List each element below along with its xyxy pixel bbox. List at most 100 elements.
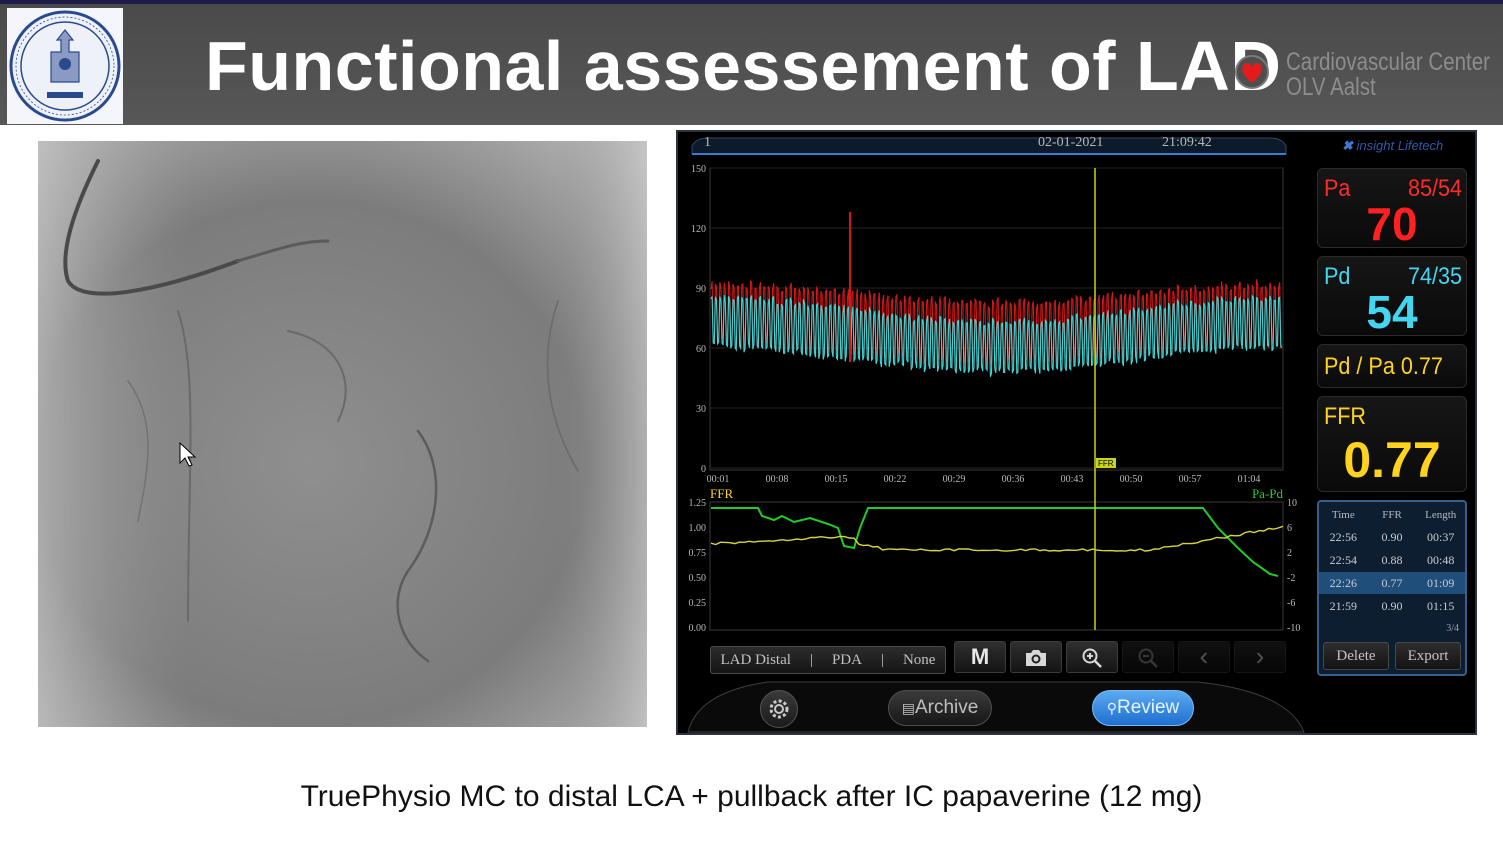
table-header-time: Time xyxy=(1331,509,1355,521)
archive-label: Archive xyxy=(914,697,979,718)
pd-panel: Pd 74/35 54 xyxy=(1317,256,1467,338)
zoom-in-icon xyxy=(1082,648,1102,668)
mouse-cursor-icon xyxy=(179,441,197,467)
table-row[interactable]: 21:59 0.90 01:15 xyxy=(1319,595,1465,617)
table-cell: 0.77 xyxy=(1381,576,1403,590)
archive-icon: ▤ xyxy=(901,700,915,716)
pa-pd-gradient-trace xyxy=(710,525,1284,552)
ffr-tick-label: 1.25 xyxy=(689,498,707,509)
pressure-tick-label: 120 xyxy=(691,224,706,235)
table-cell: 00:48 xyxy=(1427,553,1455,567)
pd-mean: 54 xyxy=(1366,286,1418,338)
settings-button[interactable] xyxy=(760,690,798,728)
table-cell: 01:09 xyxy=(1427,576,1455,590)
time-tick-label: 00:50 xyxy=(1120,474,1143,485)
ffr-tick-label: 1.00 xyxy=(689,523,707,534)
ffr-marker xyxy=(1096,458,1116,468)
ffr-trace xyxy=(711,507,1279,577)
gear-icon xyxy=(769,699,789,719)
university-seal-icon xyxy=(7,8,123,124)
time-tick-label: 01:04 xyxy=(1238,474,1261,485)
review-button[interactable]: ⚲Review xyxy=(1092,690,1194,726)
ffr-axis-label: FFR xyxy=(710,486,733,501)
pd-range: 74/35 xyxy=(1407,263,1462,290)
channel-number: 1 xyxy=(704,135,711,150)
center-name-line1: Cardiovascular Center xyxy=(1286,48,1490,76)
pa-mean: 70 xyxy=(1366,198,1418,250)
location-separator: | xyxy=(809,652,813,668)
pressure-tick-label: 60 xyxy=(696,344,706,355)
pressure-tick-label: 90 xyxy=(696,284,706,295)
ffr-tick-label: 0.25 xyxy=(689,598,707,609)
pdpa-panel: Pd / Pa 0.77 xyxy=(1317,344,1467,388)
table-row[interactable]: 22:54 0.88 00:48 xyxy=(1319,549,1465,571)
zoom-in-button[interactable] xyxy=(1066,641,1118,673)
ffr-tick-label: 0.00 xyxy=(689,623,707,634)
next-button[interactable]: › xyxy=(1234,641,1286,673)
ffr-panel: FFR 0.77 xyxy=(1317,396,1467,492)
pd-pressure-trace xyxy=(710,294,1283,377)
location-lad-distal[interactable]: LAD Distal xyxy=(720,652,791,668)
center-name: Cardiovascular Center OLV Aalst xyxy=(1286,50,1490,100)
zoom-out-button[interactable] xyxy=(1122,641,1174,673)
archive-button[interactable]: ▤Archive xyxy=(888,690,992,726)
slide-caption: TruePhysio MC to distal LCA + pullback a… xyxy=(300,780,1203,813)
camera-icon xyxy=(1026,650,1046,666)
table-cell: 0.88 xyxy=(1381,553,1403,567)
ffr-marker-label: FFR xyxy=(1098,459,1114,468)
review-label: Review xyxy=(1116,697,1180,718)
brand-mark-icon: ✖ xyxy=(1342,138,1353,153)
ffr-label: FFR xyxy=(1324,403,1366,430)
table-page-indicator: 3/4 xyxy=(1446,623,1459,634)
brand-name: insight Lifetech xyxy=(1356,138,1444,153)
table-cell: 01:15 xyxy=(1427,599,1455,613)
papd-tick-label: 2 xyxy=(1287,548,1292,559)
time-tick-label: 00:15 xyxy=(825,474,848,485)
papd-tick-label: 6 xyxy=(1287,523,1292,534)
table-cell: 22:26 xyxy=(1329,576,1357,590)
pdpa-ratio: Pd / Pa 0.77 xyxy=(1324,353,1443,380)
previous-button[interactable]: ‹ xyxy=(1178,641,1230,673)
slide-header: Functional assessement of LAD Cardiovasc… xyxy=(0,0,1503,125)
time-tick-label: 00:08 xyxy=(766,474,789,485)
camera-button[interactable] xyxy=(1010,641,1062,673)
papd-tick-label: -2 xyxy=(1287,573,1295,584)
ffr-value: 0.77 xyxy=(1343,432,1441,488)
export-button[interactable]: Export xyxy=(1395,642,1461,670)
table-cell: 22:56 xyxy=(1329,530,1357,544)
brand-logo: ✖ insight Lifetech xyxy=(1342,138,1443,154)
pressure-tick-label: 30 xyxy=(696,404,706,415)
papd-axis-label: Pa-Pd xyxy=(1252,486,1284,501)
table-cell: 00:37 xyxy=(1427,530,1455,544)
time-tick-label: 00:36 xyxy=(1002,474,1025,485)
ffr-monitor: 150 120 90 60 30 0 00:01 00:08 00:15 00:22 00:29 0… xyxy=(676,130,1477,735)
angiography-image xyxy=(38,141,647,727)
time-tick-label: 00:57 xyxy=(1179,474,1202,485)
location-selector[interactable]: LAD Distal | PDA | None xyxy=(710,646,946,674)
location-separator: | xyxy=(880,652,884,668)
slide-title: Functional assessement of LAD xyxy=(205,27,1282,105)
location-none[interactable]: None xyxy=(902,652,936,668)
table-cell: 0.90 xyxy=(1381,530,1403,544)
date-readout: 02-01-2021 xyxy=(1038,135,1104,150)
location-pda[interactable]: PDA xyxy=(831,652,862,668)
papd-tick-label: -10 xyxy=(1287,623,1300,634)
papd-tick-label: 10 xyxy=(1287,498,1297,509)
papd-tick-label: -6 xyxy=(1287,598,1295,609)
table-header: Time FFR Length xyxy=(1319,504,1465,526)
ffr-tick-label: 0.50 xyxy=(689,573,707,584)
table-header-ffr: FFR xyxy=(1382,509,1402,521)
pressure-tick-label: 0 xyxy=(701,464,706,475)
table-row[interactable]: 22:56 0.90 00:37 xyxy=(1319,526,1465,548)
zoom-out-icon xyxy=(1138,648,1158,668)
table-row-selected[interactable]: 22:26 0.77 01:09 xyxy=(1319,572,1465,594)
pressure-tick-label: 150 xyxy=(691,164,706,175)
heart-logo-icon xyxy=(1235,55,1269,89)
time-tick-label: 00:01 xyxy=(707,474,730,485)
table-cell: 0.90 xyxy=(1381,599,1403,613)
delete-button[interactable]: Delete xyxy=(1323,642,1389,670)
table-cell: 22:54 xyxy=(1329,553,1357,567)
time-tick-label: 00:29 xyxy=(943,474,966,485)
marker-button[interactable]: M xyxy=(954,641,1006,673)
ffr-tick-label: 0.75 xyxy=(689,548,707,559)
